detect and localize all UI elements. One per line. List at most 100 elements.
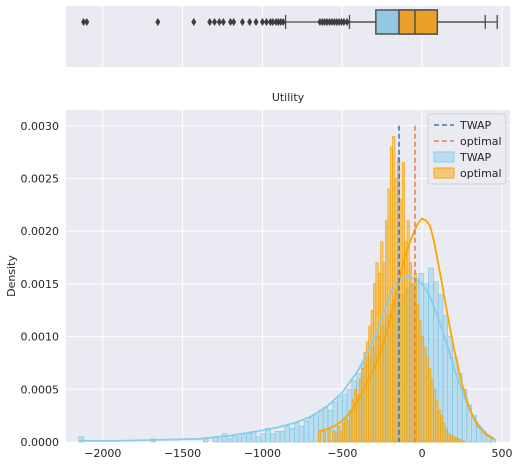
twap-histogram-bar [294, 422, 300, 443]
twap-histogram-bar [289, 427, 295, 443]
twap-outlier-point [191, 18, 197, 26]
legend-label-optimal-patch: optimal [460, 167, 502, 180]
twap-histogram-bar [279, 431, 286, 443]
y-tick-label: 0.0030 [21, 120, 60, 133]
twap-histogram-bar [303, 420, 310, 443]
y-tick-label: 0.0025 [21, 173, 60, 186]
x-tick-label: 0 [419, 447, 426, 460]
y-tick-label: 0.0015 [21, 278, 60, 291]
twap-outlier-point [239, 18, 245, 26]
optimal-histogram-bar [327, 429, 331, 443]
optimal-histogram-bar [454, 437, 458, 443]
optimal-histogram-bar [459, 439, 463, 443]
optimal-histogram-bar [368, 325, 372, 443]
optimal-histogram-bar [449, 435, 453, 443]
twap-outlier-point [270, 18, 276, 26]
legend-swatch-twap-patch [433, 151, 455, 163]
optimal-outlier-point [341, 18, 347, 26]
x-tick-label: −1500 [164, 447, 201, 460]
twap-histogram-bar [260, 433, 266, 443]
y-tick-label: 0.0000 [21, 436, 60, 449]
optimal-histogram-bar [382, 262, 386, 443]
optimal-histogram-bar [456, 438, 460, 443]
twap-outlier-point [228, 18, 234, 26]
optimal-histogram-bar [416, 304, 420, 443]
twap-histogram-bar [236, 436, 242, 443]
optimal-histogram-bar [380, 241, 384, 443]
twap-histogram-bar [222, 433, 228, 443]
optimal-histogram-bar [401, 162, 405, 443]
kde-curves [78, 217, 495, 442]
x-tick-label: −2000 [84, 447, 121, 460]
twap-outlier-point [263, 18, 269, 26]
twap-histogram-bar [313, 415, 319, 443]
boxplot-marks [81, 9, 498, 35]
optimal-histogram-bar [342, 422, 345, 443]
optimal-histogram-bar [435, 399, 439, 443]
reference-lines [398, 125, 416, 442]
boxplot-axes-background [66, 6, 510, 67]
optimal-histogram-bar [387, 188, 391, 443]
twap-histogram-bar [241, 433, 247, 443]
optimal-histogram-bar [409, 262, 413, 443]
optimal-outlier-point [344, 18, 350, 26]
optimal-histogram-bar [428, 367, 432, 443]
optimal-histogram-bar [358, 378, 362, 443]
x-tick-label: 500 [492, 447, 513, 460]
optimal-histogram-bar [404, 241, 408, 443]
twap-outlier-point [216, 18, 222, 26]
optimal-histogram-bar [361, 367, 365, 443]
histogram-panel: −2000 −1500 −1000 −500 0 500 0.0000 0.0005 0.00… [5, 91, 513, 460]
x-tick-labels: −2000 −1500 −1000 −500 0 500 [84, 447, 512, 460]
y-tick-label: 0.0010 [21, 331, 60, 344]
twap-histogram-bar [274, 431, 281, 443]
legend: TWAP optimal TWAP optimal [427, 113, 507, 185]
optimal-histogram-bar [322, 431, 326, 443]
optimal-histogram-bar [425, 357, 429, 443]
optimal-histogram-bar [399, 199, 403, 443]
optimal-histogram-bar [452, 436, 456, 443]
optimal-histogram-bar [363, 352, 367, 443]
chart-title: Utility [272, 91, 305, 104]
legend-box [427, 113, 507, 185]
y-tick-label: 0.0020 [21, 225, 60, 238]
optimal-histogram-bar [337, 425, 341, 443]
optimal-histogram-bar [406, 220, 410, 443]
twap-histogram-bar [203, 438, 209, 443]
x-tick-label: −1000 [244, 447, 281, 460]
twap-histogram-bar [284, 425, 290, 443]
twap-outlier-point [212, 18, 218, 26]
optimal-histogram-bar [375, 262, 379, 443]
twap-outlier-point [253, 18, 259, 26]
optimal-histogram-bar [394, 178, 398, 443]
optimal-histogram-bar [423, 346, 427, 443]
twap-histogram-bar [308, 417, 314, 443]
optimal-histogram-bar [437, 410, 441, 443]
twap-histogram-bar [78, 436, 84, 443]
twap-histogram-bar [298, 425, 305, 443]
twap-outlier-point [207, 18, 213, 26]
optimal-histogram-bar [370, 309, 374, 443]
x-tick-label: −500 [327, 447, 357, 460]
twap-outlier-point [220, 18, 226, 26]
optimal-histogram-bar [445, 429, 449, 443]
optimal-histogram-bar [339, 431, 343, 443]
twap-outlier-point [280, 18, 286, 26]
optimal-histogram-bar [349, 410, 353, 443]
twap-outlier-point [247, 18, 253, 26]
optimal-box [398, 9, 439, 35]
optimal-histogram-bar [334, 433, 338, 443]
optimal-histogram-bar [346, 420, 350, 443]
legend-label-twap-patch: TWAP [459, 151, 492, 164]
legend-swatch-optimal-patch [433, 167, 455, 179]
optimal-histogram-bar [421, 336, 425, 443]
optimal-histogram-bar [365, 341, 369, 443]
twap-histogram-bar [246, 433, 252, 443]
twap-histogram-bar [255, 436, 262, 443]
twap-histogram-bar [270, 433, 276, 443]
twap-histogram-bar [217, 438, 223, 443]
y-tick-label: 0.0005 [21, 383, 60, 396]
optimal-histogram-bar [461, 440, 465, 443]
optimal-histogram-bar [430, 378, 434, 443]
twap-kde-curve [78, 275, 495, 442]
